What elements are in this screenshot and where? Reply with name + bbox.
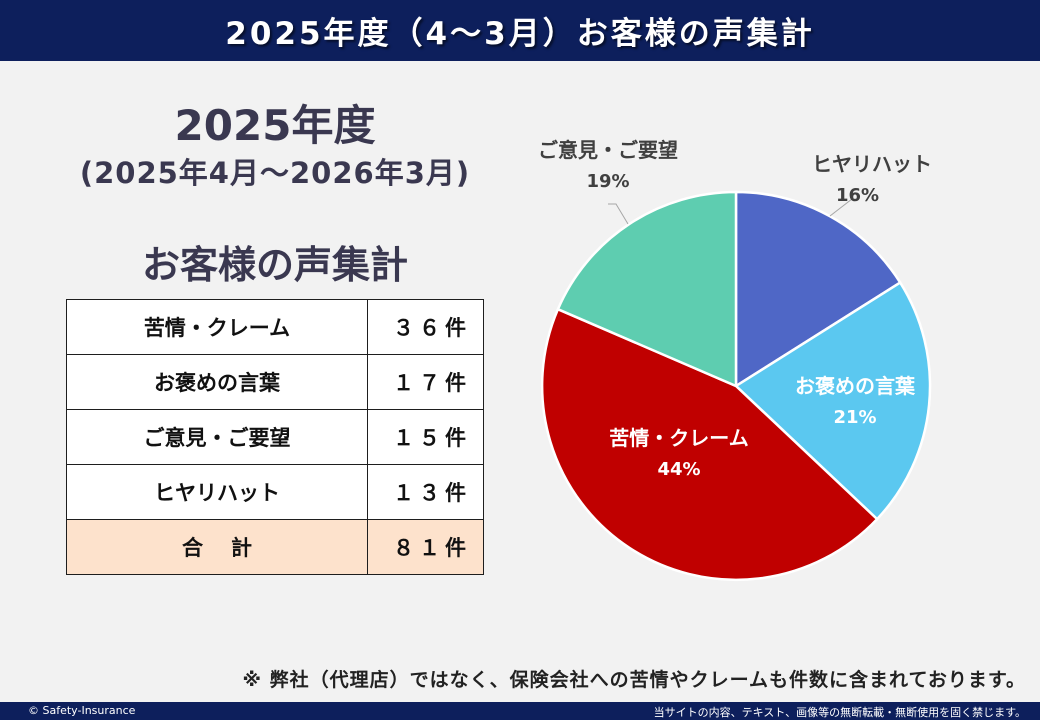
title-bar: 2025年度（4～3月）お客様の声集計	[0, 0, 1040, 61]
label-hiyari-hatto: ヒヤリハット 16%	[812, 152, 932, 206]
copyright: © Safety-Insurance	[28, 704, 136, 717]
slice-complaints	[540, 307, 879, 582]
rights-notice: 当サイトの内容、テキスト、画像等の無断転載・無断使用を固く禁じます。	[653, 706, 1026, 719]
total-value: ８１件	[367, 519, 484, 575]
slice-hiyari-hatto	[734, 190, 902, 388]
table-row: 苦情・クレーム ３６件	[66, 299, 484, 355]
slice-opinions-requests	[556, 190, 738, 388]
page-title: 2025年度（4～3月）お客様の声集計	[225, 16, 815, 52]
leader-line-opinions	[608, 203, 629, 225]
slice-compliments	[734, 281, 932, 521]
row-label: 苦情・クレーム	[66, 299, 368, 355]
feedback-count-table: 苦情・クレーム ３６件 お褒めの言葉 １７件 ご意見・ご要望 １５件 ヒヤリハッ…	[66, 299, 484, 575]
label-complaints: 苦情・クレーム 44%	[609, 426, 749, 480]
leader-line-hiyari	[829, 198, 858, 217]
row-value: １３件	[367, 464, 484, 520]
label-opinions-requests: ご意見・ご要望 19%	[538, 138, 678, 192]
row-value: １５件	[367, 409, 484, 465]
table-row: ヒヤリハット １３件	[66, 464, 484, 520]
row-value: ３６件	[367, 299, 484, 355]
fiscal-year-heading: 2025年度	[174, 101, 376, 150]
period-range: (2025年4月～2026年3月)	[79, 156, 471, 190]
total-row: 合計 ８１件	[66, 519, 484, 575]
footer-bar: © Safety-Insurance 当サイトの内容、テキスト、画像等の無断転載…	[0, 702, 1040, 720]
row-label: ご意見・ご要望	[66, 409, 368, 465]
table-row: お褒めの言葉 １７件	[66, 354, 484, 410]
row-value: １７件	[367, 354, 484, 410]
label-compliments: お褒めの言葉 21%	[795, 374, 915, 428]
pie-svg	[540, 190, 932, 582]
summary-heading: お客様の声集計	[141, 243, 408, 287]
row-label: お褒めの言葉	[66, 354, 368, 410]
pie-chart: ヒヤリハット 16% お褒めの言葉 21% 苦情・クレーム 44% ご意見・ご要…	[500, 120, 1040, 600]
row-label: ヒヤリハット	[66, 464, 368, 520]
total-label: 合計	[66, 519, 368, 575]
table-row: ご意見・ご要望 １５件	[66, 409, 484, 465]
footnote: ※ 弊社（代理店）ではなく、保険会社への苦情やクレームも件数に含まれております。	[242, 669, 1026, 691]
